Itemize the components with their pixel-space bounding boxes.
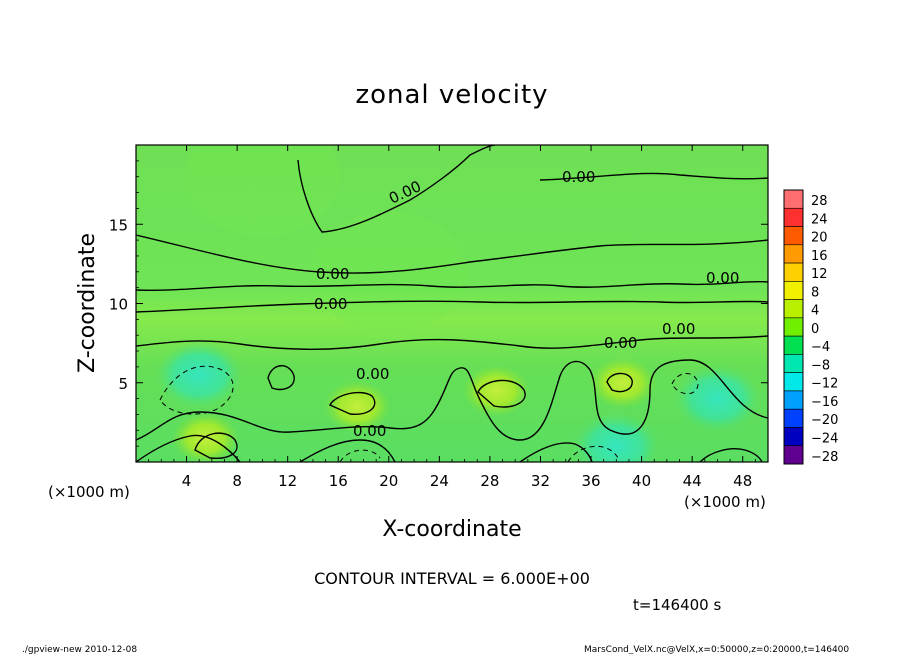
colorbar-swatch	[783, 335, 804, 355]
field-cell	[588, 356, 657, 409]
contour-line-top-left	[136, 234, 768, 274]
y-axis-ticks: 5 10 15	[109, 160, 768, 447]
contour-line-mid-2	[136, 300, 768, 313]
colorbar-label: 24	[811, 212, 828, 227]
colorbar-swatch	[783, 372, 804, 392]
x-tick-label: 16	[329, 472, 348, 490]
contour-dashed-1	[159, 365, 234, 415]
colorbar: 28 24 20 16 12 8 4 0 −4 −8 −12 −16 −20 −24 −28	[783, 189, 838, 465]
colorbar-label: −4	[811, 340, 830, 355]
contour-closed-yellow-3	[477, 379, 526, 408]
colorbar-label: 12	[811, 267, 828, 282]
contour-dashed-4	[671, 373, 699, 395]
chart-title: zonal velocity	[355, 80, 548, 110]
x-tick-label: 32	[531, 472, 550, 490]
field-cell	[323, 380, 392, 433]
y-tick-label: 15	[109, 216, 128, 234]
x-axis-ticks: 4 8 12 16 20 24 28 32 36 40 44 48	[148, 145, 756, 490]
colorbar-swatch	[783, 299, 804, 319]
x-tick-label: 4	[182, 472, 192, 490]
x-tick-label: 48	[733, 472, 752, 490]
y-tick-label: 5	[118, 375, 128, 393]
contour-line-upper-right	[539, 172, 768, 181]
x-tick-label: 28	[480, 472, 499, 490]
colorbar-swatch	[783, 317, 804, 337]
colorbar-label: 0	[811, 322, 819, 337]
contour-label: 0.00	[356, 365, 389, 383]
contour-line-mid-1	[136, 280, 768, 291]
colorbar-swatch	[783, 354, 804, 373]
contour-line-bottom	[136, 434, 763, 462]
plot-area: 0.00 0.00 0.00 0.00 0.00 0.00 0.00 0.00 …	[136, 145, 768, 462]
contour-line-mid-3	[136, 335, 768, 350]
colorbar-label: −24	[811, 432, 838, 447]
x-tick-label: 20	[379, 472, 398, 490]
colorbar-label: −8	[811, 358, 830, 373]
colorbar-label: 4	[811, 304, 819, 319]
x-axis-label: X-coordinate	[382, 517, 521, 542]
colorbar-label: −20	[811, 413, 838, 428]
contour-closed-yellow-2	[329, 391, 376, 415]
field-cell	[462, 364, 531, 417]
contour-label: 0.00	[706, 269, 739, 287]
contour-label: 0.00	[604, 334, 637, 352]
x-tick-label: 40	[632, 472, 651, 490]
colorbar-label: −28	[811, 450, 838, 465]
colorbar-swatch	[783, 390, 804, 410]
contour-label: 0.00	[662, 320, 695, 338]
contour-closed-yellow-5	[267, 365, 295, 391]
colorbar-label: −16	[811, 395, 838, 410]
plot-background	[136, 145, 768, 462]
colorbar-label: −12	[811, 377, 838, 392]
field-cell	[184, 145, 341, 237]
colorbar-label: 16	[811, 249, 828, 264]
colorbar-swatch	[783, 408, 804, 428]
colorbar-swatch	[783, 226, 804, 246]
x-tick-label: 8	[232, 472, 242, 490]
x-tick-label: 36	[581, 472, 600, 490]
contour-label: 0.00	[314, 295, 347, 313]
field-cell	[572, 412, 661, 462]
colorbar-label: 20	[811, 231, 828, 246]
contour-label: 0.00	[353, 422, 386, 440]
colorbar-swatch	[783, 244, 804, 264]
contour-interval-text: CONTOUR INTERVAL = 6.000E+00	[314, 569, 590, 588]
contour-label: 0.00	[562, 168, 595, 186]
x-tick-label: 24	[430, 472, 449, 490]
colorbar-swatch	[783, 427, 804, 447]
contour-closed-yellow-1	[194, 432, 238, 459]
contour-line-low	[136, 359, 768, 441]
colorbar-label: 28	[811, 194, 828, 209]
y-axis-label: Z-coordinate	[75, 233, 100, 373]
field-cell	[155, 340, 244, 409]
contour-line-top-box	[297, 145, 496, 233]
contour-label: 0.00	[316, 265, 349, 283]
x-unit-label: (×1000 m)	[48, 483, 130, 501]
x-unit-label-right: (×1000 m)	[684, 493, 766, 511]
contour-lines-negative	[159, 365, 699, 462]
contour-lines	[136, 145, 768, 462]
colorbar-swatch	[783, 281, 804, 300]
contour-closed-yellow-4	[606, 372, 633, 393]
field-cell	[673, 364, 762, 433]
y-tick-label: 10	[109, 296, 128, 314]
colorbar-frame	[783, 189, 804, 465]
time-text: t=146400 s	[633, 596, 721, 614]
x-tick-label: 44	[683, 472, 702, 490]
contour-dashed-2	[339, 449, 381, 462]
contour-dashed-3	[567, 445, 619, 462]
colorbar-swatch	[783, 207, 804, 227]
footer-left: ./gpview-new 2010-12-08	[22, 645, 137, 654]
x-tick-label: 12	[278, 472, 297, 490]
colorbar-swatch	[783, 262, 804, 282]
colorbar-swatch	[783, 189, 804, 209]
colorbar-swatch	[783, 445, 804, 465]
footer-right: MarsCond_VelX.nc@VelX,x=0:50000,z=0:2000…	[584, 645, 849, 654]
colorbar-label: 8	[811, 285, 819, 300]
